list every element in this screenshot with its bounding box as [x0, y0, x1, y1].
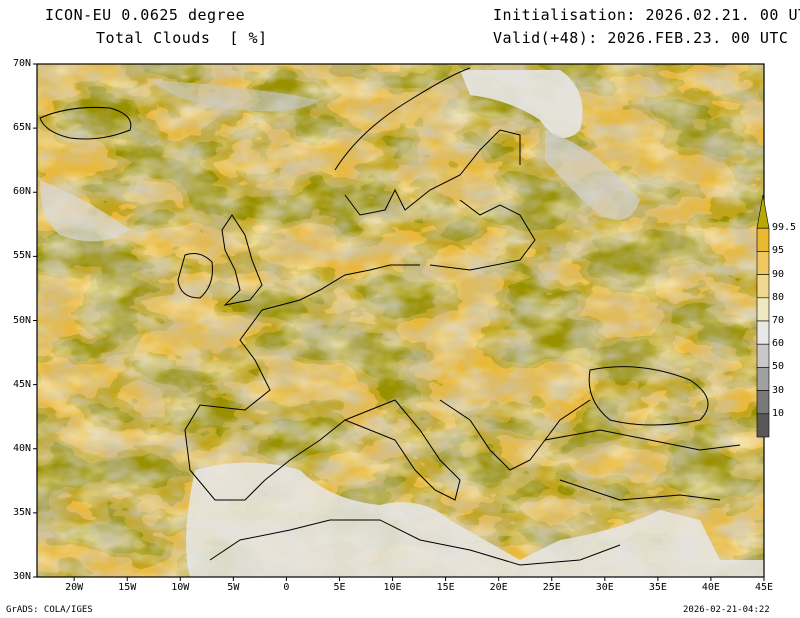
software-credit: GrADS: COLA/IGES — [6, 605, 93, 615]
clear-area-scandinavia — [460, 70, 583, 138]
lon-ticks — [73, 577, 765, 581]
colorbar-swatch — [756, 390, 770, 415]
lat-label-45n: 45N — [12, 378, 31, 390]
coast-italy — [343, 399, 461, 501]
lat-label-65n: 65N — [12, 122, 31, 134]
lat-ticks — [33, 63, 37, 578]
clear-area-iceland-sea — [150, 80, 320, 112]
clear-area-baltic — [545, 130, 640, 220]
lat-label-70n: 70N — [12, 58, 31, 69]
colorbar-label: 60 — [772, 338, 785, 350]
colorbar-swatch — [756, 227, 770, 252]
coast-britain — [221, 214, 263, 306]
coast-balkans — [439, 399, 591, 471]
lon-label-10e: 10E — [383, 582, 402, 593]
colorbar-label: 50 — [772, 361, 785, 373]
lon-label-10w: 10W — [171, 582, 190, 593]
colorbar-swatch — [756, 367, 770, 391]
colorbar-swatch — [756, 343, 770, 368]
lon-label-0: 0 — [283, 582, 290, 593]
coast-baltic — [429, 199, 536, 271]
colorbar-swatch — [756, 413, 770, 438]
lon-label-40e: 40E — [701, 582, 720, 593]
coast-ireland — [177, 253, 213, 299]
colorbar-label: 70 — [772, 315, 785, 326]
lon-label-35e: 35E — [648, 582, 667, 593]
colorbar-label: 10 — [772, 407, 785, 419]
valid-time: Valid(+48): 2026.FEB.23. 00 UTC — [493, 29, 789, 47]
colorbar — [756, 194, 770, 438]
lon-label-5w: 5W — [227, 582, 240, 593]
colorbar-label: 80 — [772, 291, 785, 303]
lon-label-15w: 15W — [118, 582, 137, 593]
colorbar-label: 90 — [772, 268, 785, 280]
lat-label-30n: 30N — [12, 571, 31, 582]
lat-label-40n: 40N — [12, 442, 31, 454]
coast-iceland — [39, 106, 132, 140]
lon-label-15e: 15E — [436, 582, 455, 593]
model-title: ICON-EU 0.0625 degree — [45, 6, 246, 24]
lat-label-60n: 60N — [12, 186, 31, 198]
lon-label-20w: 20W — [65, 582, 84, 593]
coast-africa — [209, 519, 621, 566]
cloud-field — [37, 64, 764, 577]
lon-label-45e: 45E — [754, 582, 774, 593]
colorbar-swatch — [756, 320, 770, 345]
coast-scandinavia — [334, 67, 521, 216]
colorbar-swatch — [756, 251, 770, 275]
lon-label-25e: 25E — [542, 582, 561, 593]
colorbar-swatch — [756, 274, 770, 299]
lon-label-20e: 20E — [489, 582, 508, 593]
coast-black-sea — [588, 366, 709, 426]
colorbar-swatch — [756, 297, 770, 322]
lat-label-35n: 35N — [12, 506, 31, 518]
variable-title: Total Clouds [ %] — [96, 29, 268, 47]
colorbar-label: 30 — [772, 384, 785, 396]
plot-timestamp: 2026-02-21-04:22 — [683, 605, 770, 615]
clear-area-mediterranean — [186, 462, 764, 577]
colorbar-label: 99.5 — [772, 222, 797, 234]
lat-label-55n: 55N — [12, 250, 31, 262]
lon-label-30e: 30E — [595, 582, 614, 593]
coast-continent — [184, 264, 420, 501]
clear-area-north-atlantic — [40, 180, 130, 242]
lat-label-50n: 50N — [12, 314, 31, 326]
init-time: Initialisation: 2026.02.21. 00 UTC — [493, 6, 800, 24]
lon-label-5e: 5E — [333, 582, 346, 593]
coastlines — [39, 67, 741, 566]
colorbar-label: 95 — [772, 245, 785, 257]
coast-turkey — [544, 429, 741, 501]
